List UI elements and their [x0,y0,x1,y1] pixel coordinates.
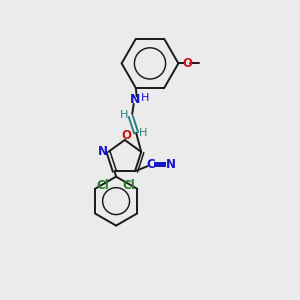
Text: N: N [130,93,140,106]
Text: Cl: Cl [97,179,110,192]
Text: Cl: Cl [122,179,135,192]
Text: C: C [146,158,155,171]
Text: H: H [139,128,147,138]
Text: N: N [166,158,176,171]
Text: O: O [121,129,131,142]
Text: N: N [98,145,108,158]
Text: H: H [120,110,128,120]
Text: H: H [141,93,149,103]
Text: O: O [182,57,192,70]
